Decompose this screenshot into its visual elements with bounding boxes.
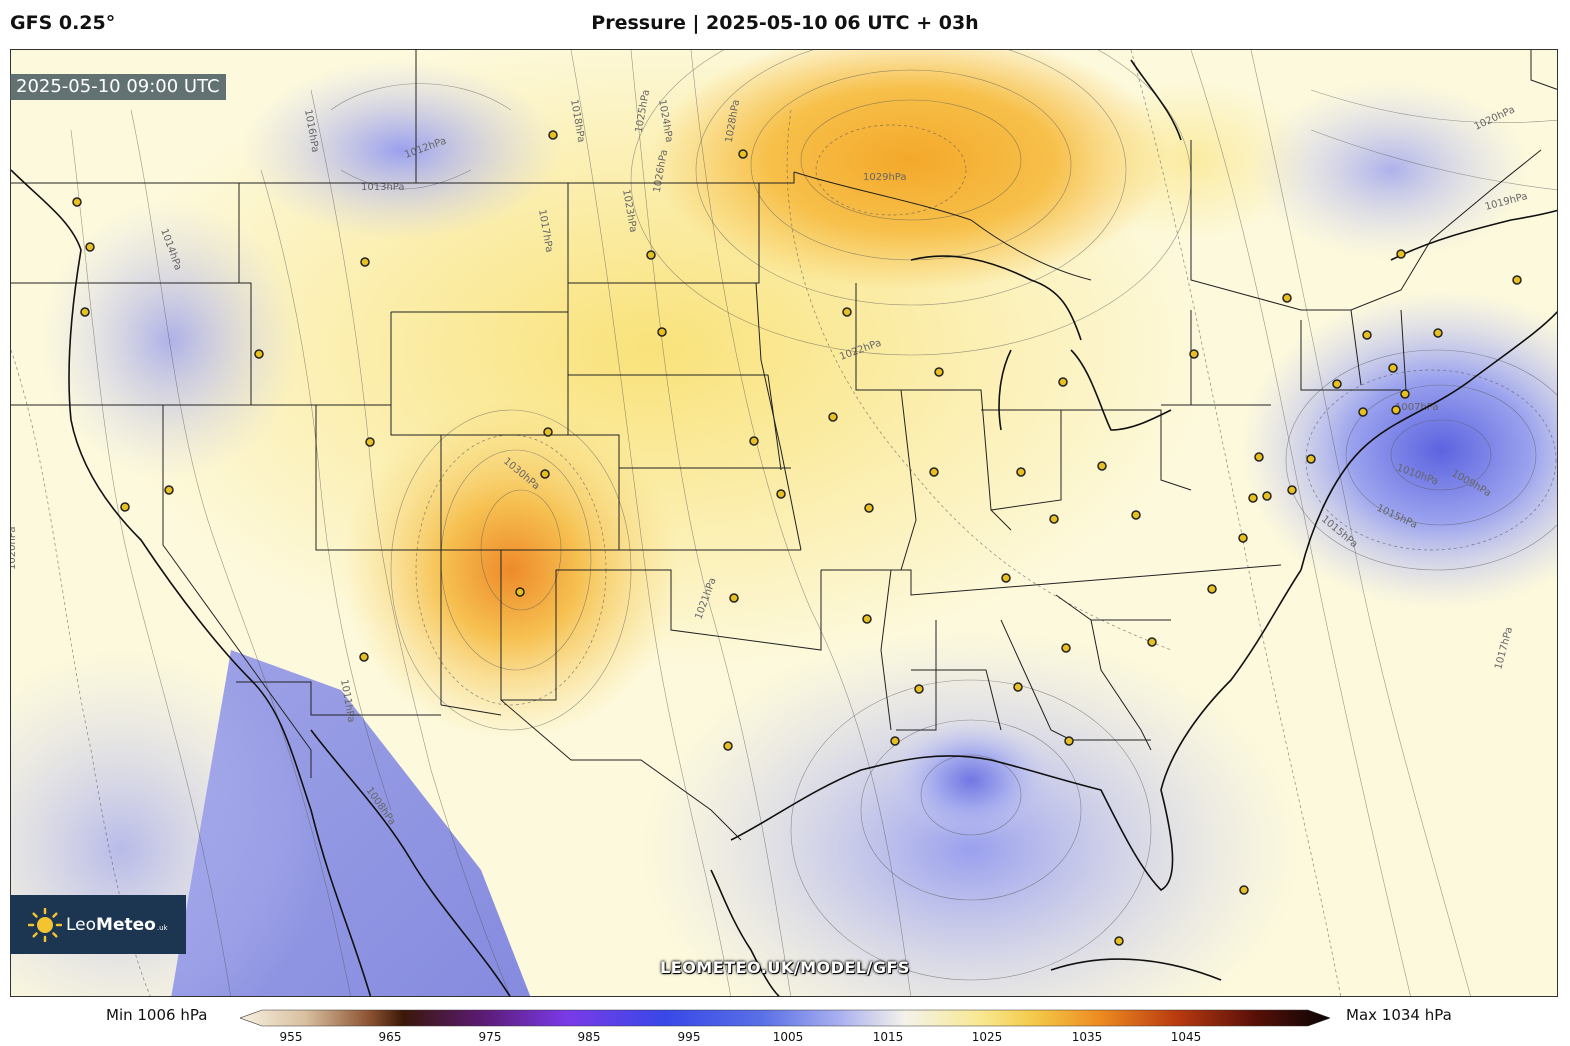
isobar-label: 1007hPa [1395, 402, 1439, 413]
city-marker [828, 412, 838, 422]
colorbar-tick: 955 [279, 1030, 303, 1044]
city-marker [1358, 407, 1368, 417]
city-marker [914, 684, 924, 694]
city-marker [1114, 936, 1124, 946]
logo-text: LeoMeteo [66, 914, 156, 935]
city-marker [1016, 467, 1026, 477]
city-marker [543, 427, 553, 437]
city-marker [72, 197, 82, 207]
city-marker [85, 242, 95, 252]
pressure-colorbar [240, 1009, 1330, 1027]
logo-suffix: .uk [156, 923, 168, 932]
city-marker [657, 327, 667, 337]
canada-high-center [651, 50, 1171, 290]
pacific-nw-low [41, 200, 301, 480]
colorbar-max-label: Max 1034 hPa [1346, 1006, 1452, 1024]
city-marker [1262, 491, 1272, 501]
city-marker [164, 485, 174, 495]
city-marker [1391, 405, 1401, 415]
city-marker [1362, 330, 1372, 340]
city-marker [929, 467, 939, 477]
city-marker [749, 436, 759, 446]
city-marker [1238, 533, 1248, 543]
city-markers [72, 130, 1522, 946]
city-marker [1058, 377, 1068, 387]
colorbar-tick: 965 [378, 1030, 402, 1044]
valid-time-label: 2025-05-10 09:00 UTC [10, 74, 226, 100]
city-marker [1388, 363, 1398, 373]
colorbar-tick: 1015 [872, 1030, 904, 1044]
city-marker [1282, 293, 1292, 303]
city-marker [842, 307, 852, 317]
city-marker [729, 593, 739, 603]
city-marker [1433, 328, 1443, 338]
city-marker [1512, 275, 1522, 285]
city-marker [1147, 637, 1157, 647]
colorbar-tick: 1035 [1071, 1030, 1103, 1044]
city-marker [515, 587, 525, 597]
leometeo-logo[interactable]: LeoMeteo .uk [10, 895, 186, 954]
model-name: GFS 0.25° [10, 12, 116, 34]
colorbar-tick: 975 [478, 1030, 502, 1044]
isobar-label: 1020hPa [11, 527, 18, 571]
city-marker [646, 250, 656, 260]
city-marker [1061, 643, 1071, 653]
city-marker [360, 257, 370, 267]
city-marker [120, 502, 130, 512]
colorbar-tick: 985 [577, 1030, 601, 1044]
city-marker [1400, 389, 1410, 399]
city-marker [1248, 493, 1258, 503]
city-marker [1064, 736, 1074, 746]
sun-icon [28, 907, 62, 942]
city-marker [1332, 379, 1342, 389]
city-marker [359, 652, 369, 662]
city-marker [548, 130, 558, 140]
city-marker [1396, 249, 1406, 259]
nw-low [241, 60, 561, 240]
city-marker [1189, 349, 1199, 359]
coastlines [11, 59, 1557, 996]
city-marker [723, 741, 733, 751]
map-frame[interactable]: 1012hPa 1013hPa 1018hPa 1016hPa 1020hPa … [10, 49, 1558, 997]
city-marker [776, 489, 786, 499]
gulf-low-center [891, 720, 1051, 840]
rockies-high-center [341, 400, 681, 740]
isobar-label: 1029hPa [863, 172, 907, 183]
city-marker [862, 614, 872, 624]
colorbar-tick: 1045 [1170, 1030, 1202, 1044]
colorbar-min-label: Min 1006 hPa [106, 1006, 208, 1024]
political-borders [11, 50, 1557, 841]
city-marker [80, 307, 90, 317]
city-marker [1097, 461, 1107, 471]
city-marker [1306, 454, 1316, 464]
city-marker [1013, 682, 1023, 692]
city-marker [1287, 485, 1297, 495]
pressure-map: 1012hPa 1013hPa 1018hPa 1016hPa 1020hPa … [11, 50, 1557, 996]
city-marker [365, 437, 375, 447]
city-marker [890, 736, 900, 746]
colorbar-tick: 1005 [772, 1030, 804, 1044]
city-marker [1254, 452, 1264, 462]
city-marker [738, 149, 748, 159]
watermark-url: LEOMETEO.UK/MODEL/GFS [660, 958, 910, 977]
city-marker [1207, 584, 1217, 594]
city-marker [254, 349, 264, 359]
isobar-label: 1013hPa [361, 182, 405, 193]
colorbar-tick: 1025 [971, 1030, 1003, 1044]
colorbar-tick: 995 [677, 1030, 701, 1044]
city-marker [540, 469, 550, 479]
city-marker [1001, 573, 1011, 583]
city-marker [1239, 885, 1249, 895]
city-marker [934, 367, 944, 377]
ne-low [1251, 80, 1531, 260]
city-marker [1131, 510, 1141, 520]
map-title: Pressure | 2025-05-10 06 UTC + 03h [591, 12, 979, 34]
city-marker [864, 503, 874, 513]
city-marker [1049, 514, 1059, 524]
